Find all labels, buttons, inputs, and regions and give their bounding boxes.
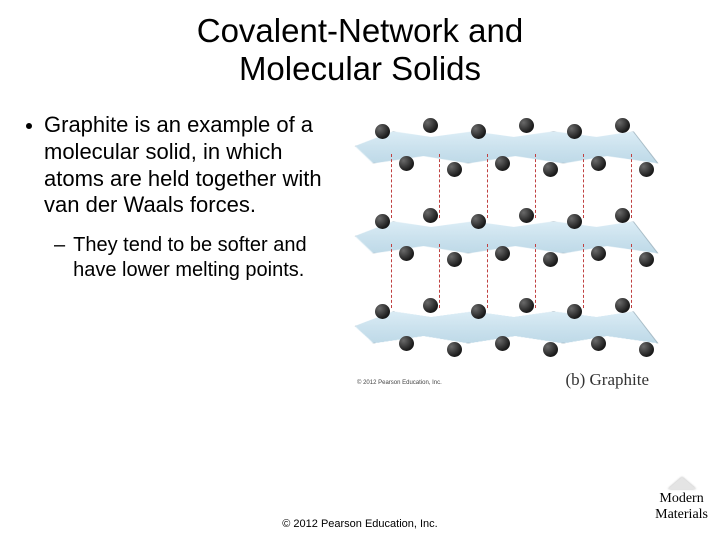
- title-line1: Covalent-Network and: [197, 12, 524, 49]
- figure-copyright-small: © 2012 Pearson Education, Inc.: [357, 380, 442, 386]
- figure-column: © 2012 Pearson Education, Inc. (b) Graph…: [345, 112, 675, 396]
- carbon-atom: [399, 336, 414, 351]
- interlayer-bond: [583, 244, 584, 308]
- carbon-atom: [471, 124, 486, 139]
- graphite-layer: [355, 206, 645, 278]
- interlayer-bond: [535, 244, 536, 308]
- carbon-atom: [399, 246, 414, 261]
- carbon-atom: [399, 156, 414, 171]
- carbon-atom: [447, 342, 462, 357]
- title-line2: Molecular Solids: [239, 50, 481, 87]
- graphite-diagram: [345, 116, 655, 396]
- slide-title: Covalent-Network and Molecular Solids: [0, 0, 720, 88]
- carbon-atom: [375, 304, 390, 319]
- carbon-atom: [423, 298, 438, 313]
- carbon-atom: [519, 118, 534, 133]
- bullet-level2: – They tend to be softer and have lower …: [26, 219, 345, 282]
- carbon-atom: [639, 162, 654, 177]
- graphite-layer: [355, 116, 645, 188]
- carbon-atom: [567, 304, 582, 319]
- interlayer-bond: [631, 244, 632, 308]
- carbon-atom: [519, 208, 534, 223]
- interlayer-bond: [631, 154, 632, 218]
- carbon-atom: [543, 162, 558, 177]
- carbon-atom: [375, 124, 390, 139]
- carbon-atom: [447, 162, 462, 177]
- bullet-dot-icon: [26, 123, 32, 129]
- interlayer-bond: [439, 154, 440, 218]
- carbon-atom: [591, 336, 606, 351]
- interlayer-bond: [487, 244, 488, 308]
- interlayer-bond: [391, 154, 392, 218]
- carbon-atom: [615, 118, 630, 133]
- triangle-icon: [668, 477, 696, 489]
- figure-caption: (b) Graphite: [565, 370, 649, 390]
- carbon-atom: [615, 298, 630, 313]
- bullet-level1: Graphite is an example of a molecular so…: [26, 112, 345, 219]
- carbon-atom: [471, 214, 486, 229]
- carbon-atom: [639, 252, 654, 267]
- interlayer-bond: [583, 154, 584, 218]
- carbon-atom: [495, 246, 510, 261]
- carbon-atom: [423, 208, 438, 223]
- carbon-atom: [591, 156, 606, 171]
- carbon-atom: [423, 118, 438, 133]
- carbon-atom: [567, 124, 582, 139]
- interlayer-bond: [439, 244, 440, 308]
- carbon-atom: [375, 214, 390, 229]
- carbon-atom: [639, 342, 654, 357]
- interlayer-bond: [535, 154, 536, 218]
- carbon-atom: [447, 252, 462, 267]
- carbon-atom: [519, 298, 534, 313]
- interlayer-bond: [487, 154, 488, 218]
- carbon-atom: [471, 304, 486, 319]
- bullet-dash-icon: –: [54, 233, 65, 282]
- carbon-atom: [495, 336, 510, 351]
- footer-copyright: © 2012 Pearson Education, Inc.: [0, 518, 720, 530]
- carbon-atom: [591, 246, 606, 261]
- corner-line1: Modern: [659, 491, 703, 506]
- interlayer-bond: [391, 244, 392, 308]
- text-column: Graphite is an example of a molecular so…: [10, 112, 345, 396]
- carbon-atom: [543, 342, 558, 357]
- carbon-atom: [495, 156, 510, 171]
- carbon-atom: [615, 208, 630, 223]
- bullet-main-text: Graphite is an example of a molecular so…: [44, 112, 345, 219]
- content-row: Graphite is an example of a molecular so…: [0, 88, 720, 396]
- carbon-atom: [567, 214, 582, 229]
- graphite-layer: [355, 296, 645, 368]
- carbon-atom: [543, 252, 558, 267]
- bullet-sub-text: They tend to be softer and have lower me…: [73, 233, 345, 282]
- corner-label: Modern Materials: [655, 477, 708, 522]
- corner-line2: Materials: [655, 507, 708, 522]
